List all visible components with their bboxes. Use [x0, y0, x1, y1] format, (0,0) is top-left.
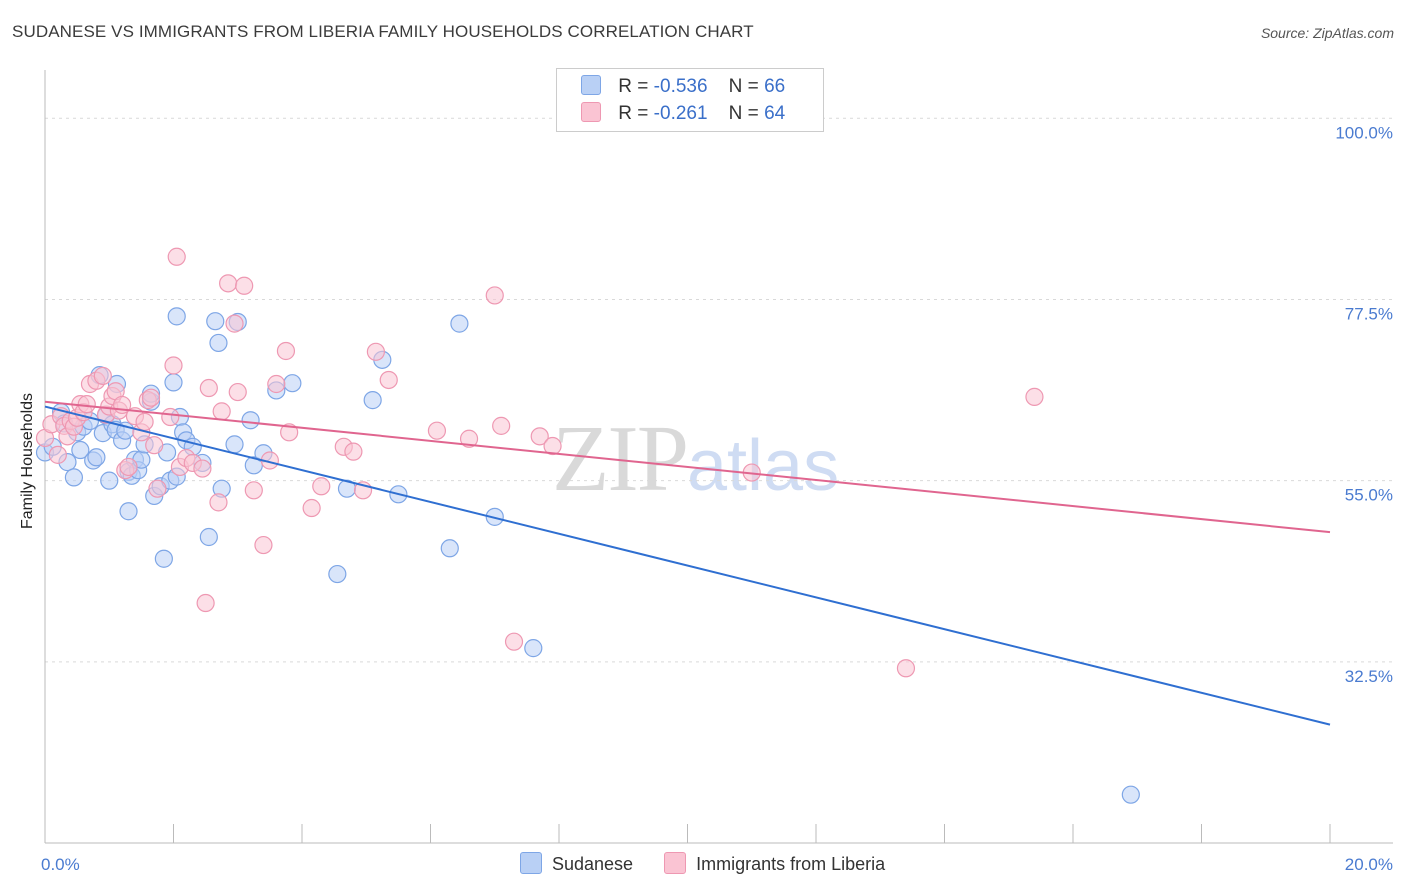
legend-n-label: N = — [728, 103, 759, 124]
liberia-point — [209, 493, 228, 512]
liberia-point — [141, 388, 161, 407]
liberia-point — [193, 459, 212, 478]
liberia-point — [199, 378, 218, 398]
liberia-point — [267, 374, 286, 394]
sudanese-point — [440, 539, 459, 558]
sudanese-point — [328, 564, 347, 584]
liberia-trend-line — [44, 400, 1331, 534]
series-swatch-sudanese — [520, 852, 542, 874]
legend-r-label: R = — [618, 103, 649, 124]
sudanese-point — [524, 639, 543, 658]
chart-title: SUDANESE VS IMMIGRANTS FROM LIBERIA FAMI… — [12, 22, 754, 41]
liberia-point — [459, 429, 479, 448]
sudanese-point — [64, 468, 84, 487]
source-label: Source: ZipAtlas.com — [1260, 25, 1394, 41]
liberia-point — [244, 481, 263, 500]
sudanese-point — [100, 471, 119, 490]
correlation-legend: R = -0.536 N = 66 R = -0.261 N = 64 — [556, 68, 824, 132]
series-legend-sudanese[interactable]: Sudanese — [520, 852, 633, 875]
legend-n-label: N = — [728, 76, 759, 97]
liberia-point — [167, 247, 186, 266]
watermark-atlas: atlas — [687, 426, 840, 506]
liberia-point — [196, 593, 215, 613]
sudanese-point — [1121, 785, 1140, 804]
sudanese-point — [154, 549, 173, 568]
watermark: ZIPatlas — [552, 404, 839, 513]
sudanese-point — [206, 312, 225, 331]
y-tick-label: 32.5% — [1345, 667, 1393, 686]
sudanese-point — [283, 374, 302, 393]
y-tick-label: 77.5% — [1345, 304, 1393, 323]
liberia-point — [77, 395, 96, 414]
liberia-point — [48, 445, 67, 464]
liberia-point — [543, 436, 562, 456]
liberia-point — [228, 382, 247, 402]
sudanese-point — [241, 411, 260, 430]
liberia-point — [302, 498, 321, 518]
sudanese-point — [209, 333, 228, 353]
liberia-point — [225, 314, 244, 333]
series-name-sudanese: Sudanese — [552, 854, 634, 874]
legend-n-value: 64 — [764, 103, 786, 124]
sudanese-point — [87, 448, 106, 467]
legend-swatch-liberia — [581, 102, 601, 122]
sudanese-point — [167, 307, 186, 326]
points-layer — [35, 247, 1140, 804]
liberia-point — [492, 416, 511, 435]
liberia-point — [485, 286, 504, 305]
liberia-point — [312, 477, 331, 496]
watermark-zip: ZIP — [552, 407, 689, 511]
liberia-point — [280, 423, 299, 442]
sudanese-trend-line — [44, 405, 1331, 726]
liberia-point — [276, 341, 296, 361]
liberia-point — [427, 421, 447, 440]
x-tick-label: 0.0% — [41, 855, 80, 874]
legend-r-value: -0.261 — [653, 103, 708, 124]
liberia-point — [212, 402, 231, 421]
sudanese-point — [225, 435, 244, 454]
sudanese-point — [71, 440, 90, 460]
liberia-point — [119, 457, 138, 477]
legend-r-value: -0.536 — [653, 76, 708, 97]
legend-row-sudanese: R = -0.536 N = 66 — [581, 75, 785, 99]
liberia-point — [148, 479, 167, 498]
liberia-point — [135, 412, 154, 431]
liberia-point — [164, 356, 183, 375]
y-tick-label: 100.0% — [1335, 123, 1393, 142]
liberia-point — [93, 366, 112, 386]
x-tick-label: 20.0% — [1345, 855, 1393, 874]
liberia-point — [1025, 387, 1044, 406]
liberia-point — [219, 274, 238, 293]
liberia-point — [235, 276, 254, 295]
series-name-liberia: Immigrants from Liberia — [696, 854, 886, 874]
y-axis-label: Family Households — [19, 393, 36, 529]
sudanese-point — [450, 314, 469, 333]
series-legend-liberia[interactable]: Immigrants from Liberia — [664, 852, 885, 875]
legend-r-label: R = — [618, 76, 649, 97]
series-swatch-liberia — [664, 852, 687, 874]
liberia-point — [145, 436, 164, 455]
liberia-point — [379, 370, 398, 390]
liberia-point — [254, 535, 273, 555]
liberia-point — [504, 632, 524, 651]
series-legend: Sudanese Immigrants from Liberia — [520, 852, 911, 875]
liberia-point — [344, 442, 363, 461]
sudanese-point — [363, 391, 382, 410]
liberia-point — [161, 407, 180, 427]
sudanese-point — [164, 373, 183, 392]
label-layer: 100.0% 77.5% 55.0% 32.5% 0.0% 20.0% Family Hou… — [19, 123, 1393, 874]
legend-n-value: 66 — [764, 76, 786, 97]
sudanese-point — [199, 527, 218, 547]
liberia-point — [366, 342, 385, 361]
grid-layer — [45, 117, 1392, 663]
y-tick-label: 55.0% — [1345, 486, 1393, 505]
legend-row-liberia: R = -0.261 N = 64 — [581, 102, 785, 126]
liberia-point — [530, 427, 549, 446]
liberia-point — [896, 659, 916, 678]
legend-swatch-sudanese — [581, 75, 601, 95]
trend-layer — [44, 400, 1331, 726]
sudanese-point — [119, 502, 138, 521]
